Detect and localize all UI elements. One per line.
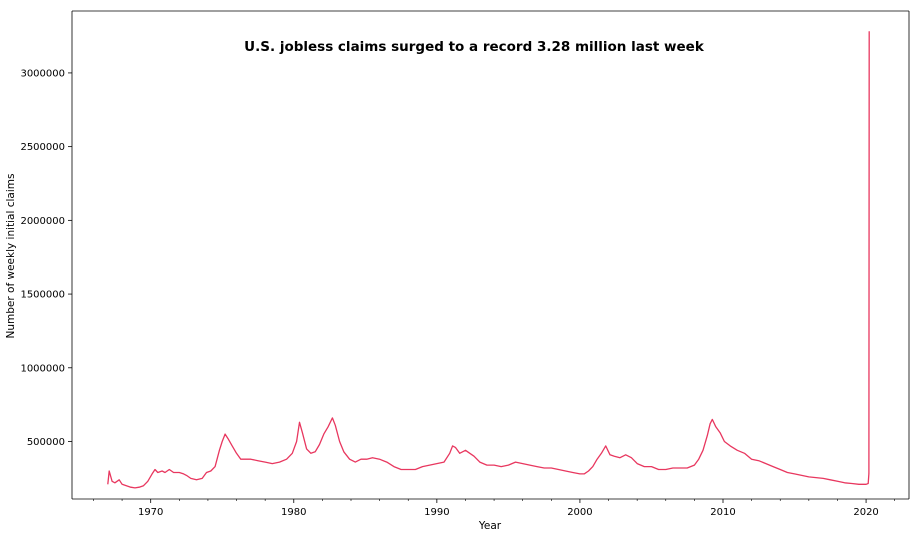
x-axis-title: Year xyxy=(478,520,502,532)
y-tick-label: 1000000 xyxy=(20,363,65,374)
x-tick-label: 2020 xyxy=(853,507,878,518)
x-tick-label: 2010 xyxy=(710,507,735,518)
y-tick-label: 2500000 xyxy=(20,142,65,153)
x-tick-label: 1970 xyxy=(138,507,163,518)
x-tick-label: 1990 xyxy=(424,507,449,518)
y-tick-label: 2000000 xyxy=(20,216,65,227)
y-tick-label: 1500000 xyxy=(20,290,65,301)
axes-box xyxy=(71,10,910,500)
x-axis: 1970 1980 1990 2000 2010 2020 xyxy=(93,499,895,518)
y-tick-label: 3000000 xyxy=(20,68,65,79)
y-axis-title: Number of weekly initial claims xyxy=(5,174,17,339)
series-line-weekly-claims xyxy=(107,31,870,489)
chart-title: U.S. jobless claims surged to a record 3… xyxy=(244,39,705,55)
x-tick-label: 1980 xyxy=(281,507,306,518)
x-tick-label: 2000 xyxy=(567,507,592,518)
y-tick-label: 500000 xyxy=(27,437,65,448)
y-axis: 500000 1000000 1500000 2000000 2500000 300000… xyxy=(20,68,72,448)
